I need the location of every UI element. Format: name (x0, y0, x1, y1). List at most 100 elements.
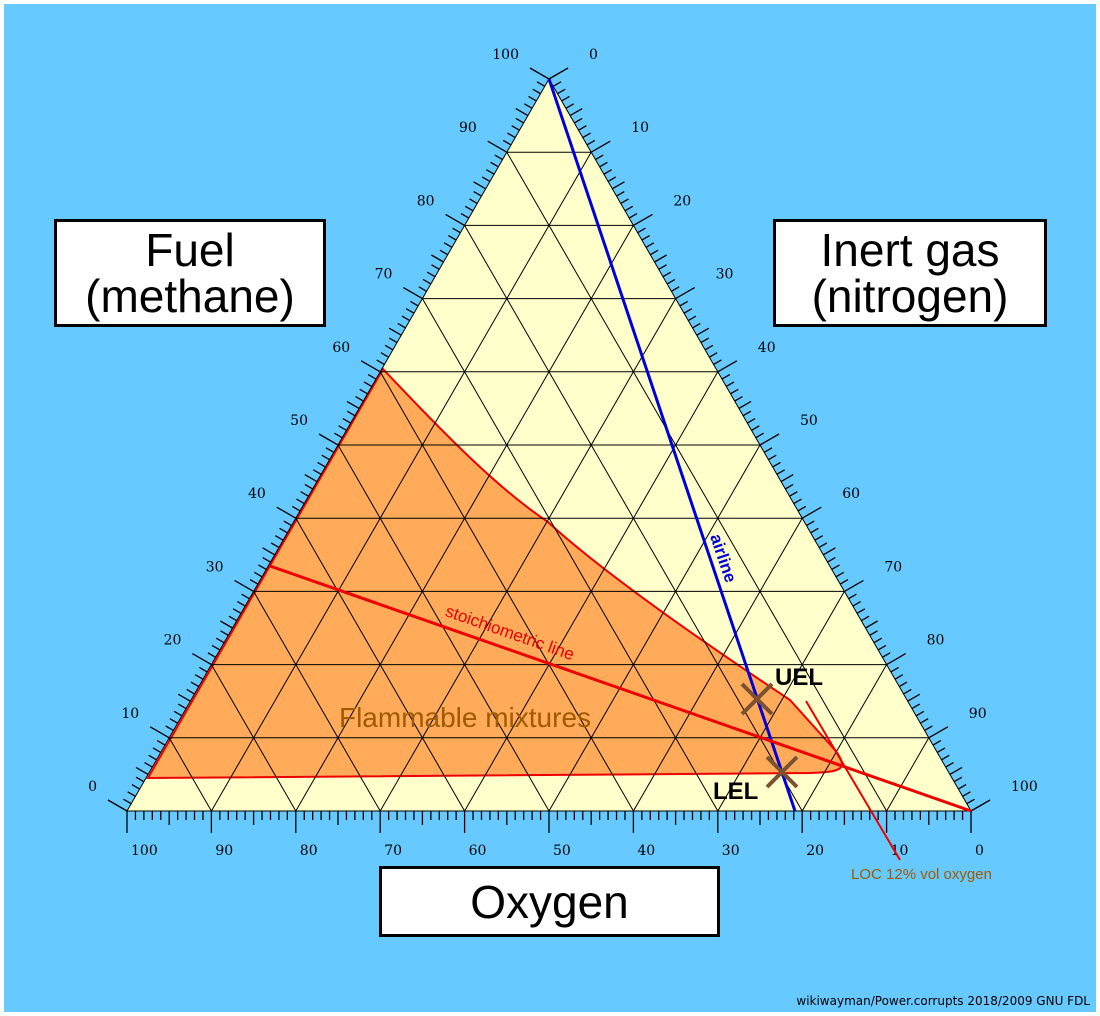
tick-mark (611, 181, 625, 190)
tick-label: 90 (215, 843, 233, 859)
tick-mark (481, 176, 491, 183)
lel-marker (765, 755, 799, 789)
tick-mark (730, 388, 739, 395)
tick-mark (334, 432, 343, 439)
tick-mark (814, 535, 823, 541)
tick-label: 60 (332, 340, 350, 356)
tick-mark (856, 608, 866, 614)
tick-mark (907, 693, 921, 702)
tick-mark (683, 308, 693, 314)
tick-label: 30 (206, 559, 224, 575)
tick-mark (502, 139, 512, 146)
tick-mark (844, 579, 864, 592)
tick-mark (215, 637, 225, 644)
tick-mark (675, 287, 695, 300)
tick-mark (135, 766, 149, 775)
tick-mark (945, 762, 954, 768)
inert-axis-title: Inert gas (820, 224, 1000, 276)
tick-mark (932, 740, 942, 746)
tick-label: 10 (631, 120, 649, 136)
grid-line (210, 151, 592, 812)
tick-mark (232, 608, 242, 614)
lel-label: LEL (713, 778, 758, 805)
tick-mark (237, 600, 246, 607)
tick-mark (709, 352, 718, 358)
tick-label: 70 (384, 843, 402, 859)
tick-mark (380, 352, 389, 358)
tick-mark (953, 776, 963, 783)
tick-mark (569, 108, 583, 117)
tick-mark (725, 381, 735, 388)
tick-label: 30 (722, 843, 740, 859)
oxygen-axis-title: Oxygen (470, 875, 629, 928)
tick-mark (207, 652, 216, 658)
tick-mark (318, 433, 339, 446)
tick-mark (911, 703, 921, 710)
tick-label: 80 (927, 633, 945, 649)
tick-mark (586, 139, 596, 146)
tick-mark (515, 117, 525, 124)
tick-mark (279, 527, 288, 534)
tick-mark (262, 547, 276, 556)
tick-mark (304, 483, 314, 490)
tick-mark (928, 726, 949, 739)
tick-mark (801, 506, 822, 519)
tick-mark (649, 249, 659, 256)
tick-mark (603, 169, 612, 175)
tick-mark (388, 337, 398, 344)
fuel-axis-subtitle: (methane) (85, 270, 295, 322)
tick-mark (590, 140, 611, 153)
inert-axis-subtitle: (nitrogen) (811, 270, 1009, 322)
grid-line (253, 591, 381, 812)
tick-mark (713, 359, 722, 366)
tick-mark (173, 710, 183, 717)
tick-mark (405, 308, 415, 314)
tick-mark (755, 432, 764, 439)
tick-label: 60 (469, 843, 487, 859)
grid-line (421, 298, 719, 812)
tick-mark (894, 674, 904, 680)
grid-line (548, 444, 761, 812)
tick-mark (536, 81, 546, 87)
tick-mark (359, 388, 368, 395)
grid-line (886, 737, 930, 812)
tick-mark (443, 242, 453, 248)
tick-mark (780, 474, 794, 483)
tick-mark (607, 176, 617, 183)
tick-mark (304, 474, 318, 483)
tick-mark (920, 718, 929, 724)
tick-mark (763, 447, 773, 453)
tick-mark (852, 600, 861, 607)
tick-mark (169, 718, 178, 724)
tick-mark (313, 469, 322, 475)
tick-mark (346, 410, 356, 417)
loc-label: LOC 12% vol oxygen (851, 866, 992, 883)
tick-mark (276, 506, 297, 519)
tick-mark (177, 703, 187, 710)
tick-mark (123, 798, 132, 805)
tick-mark (403, 287, 423, 300)
tick-mark (789, 491, 798, 497)
tick-label: 100 (131, 843, 158, 859)
tick-mark (557, 88, 566, 95)
tick-mark (877, 644, 887, 651)
tick-label: 40 (637, 843, 655, 859)
tick-mark (696, 327, 710, 336)
tick-label: 20 (673, 193, 691, 209)
tick-mark (194, 674, 204, 680)
grid-line (506, 151, 888, 812)
tick-mark (654, 254, 667, 263)
tick-label: 80 (300, 843, 318, 859)
tick-mark (107, 799, 128, 812)
tick-mark (397, 322, 406, 329)
tick-mark (966, 798, 975, 805)
tick-mark (363, 381, 373, 388)
fuel-axis-title: Fuel (145, 224, 235, 276)
tick-mark (717, 360, 738, 373)
tick-label: 60 (842, 486, 860, 502)
tick-mark (860, 615, 870, 622)
tick-mark (152, 747, 162, 754)
oxygen-axis-box: Oxygen (379, 866, 720, 937)
tick-mark (666, 278, 676, 285)
